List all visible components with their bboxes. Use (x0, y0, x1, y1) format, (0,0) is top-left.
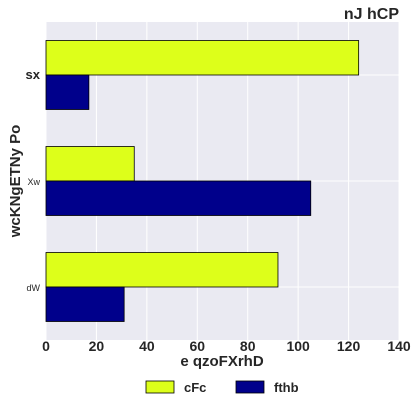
x-tick-label: 100 (286, 338, 310, 354)
bar-cfc-xw (45, 146, 135, 182)
y-tick-label: dW (27, 283, 41, 293)
bar-fthb-sx (45, 74, 90, 110)
x-tick-label: 0 (42, 338, 50, 354)
bar-cfc-dw (45, 252, 279, 288)
x-tick-label: 120 (337, 338, 361, 354)
x-tick-label: 20 (89, 338, 105, 354)
x-tick-labels: 0 20 40 60 80 100 120 140 (42, 338, 411, 354)
y-tick-label: Xw (27, 177, 40, 187)
x-tick-label: 140 (387, 338, 411, 354)
legend: cFc fthb (145, 380, 299, 395)
legend-swatch-fthb (235, 380, 265, 394)
y-axis-label: wcKNgETNy Po (7, 125, 24, 239)
bars (45, 40, 360, 322)
y-tick-label: sx (26, 67, 41, 82)
legend-label-cfc: cFc (184, 380, 206, 395)
bar-fthb-dw (45, 286, 125, 322)
x-tick-label: 60 (189, 338, 205, 354)
x-tick-label: 40 (139, 338, 155, 354)
legend-swatch-cfc (145, 380, 175, 394)
x-axis-label: e qzoFXrhD (180, 353, 264, 370)
legend-label-fthb: fthb (274, 380, 299, 395)
x-tick-label: 80 (240, 338, 256, 354)
bar-cfc-sx (45, 40, 360, 76)
chart-title: nJ hCP (344, 6, 399, 23)
y-tick-labels: sx Xw dW (26, 67, 41, 293)
bar-fthb-xw (45, 180, 312, 216)
